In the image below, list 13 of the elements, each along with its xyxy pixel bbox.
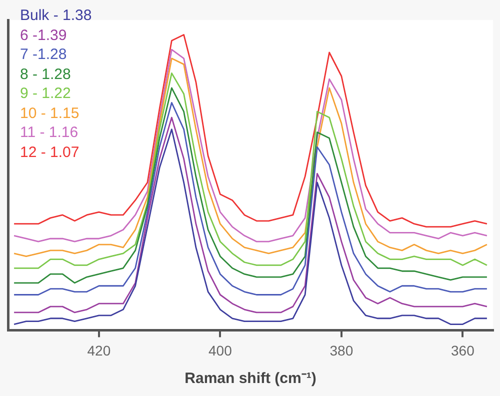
x-axis-title: Raman shift (cm⁻¹) (184, 370, 316, 388)
text: 8 - 1.28 (20, 64, 72, 84)
x-tick-label: 400 (208, 342, 232, 358)
text: 12 - 1.07 (20, 142, 80, 162)
x-tick-label: 360 (451, 342, 475, 358)
text: 10 - 1.15 (20, 104, 80, 123)
x-tick-label: 420 (87, 342, 111, 358)
text: Bulk - 1.38 (20, 6, 92, 26)
x-tick-label: 380 (330, 342, 354, 358)
text: 7 -1.28 (20, 45, 68, 64)
text: 9 - 1.22 (20, 84, 72, 104)
text: 11 - 1.16 (20, 123, 80, 142)
text: 6 -1.39 (20, 26, 68, 45)
